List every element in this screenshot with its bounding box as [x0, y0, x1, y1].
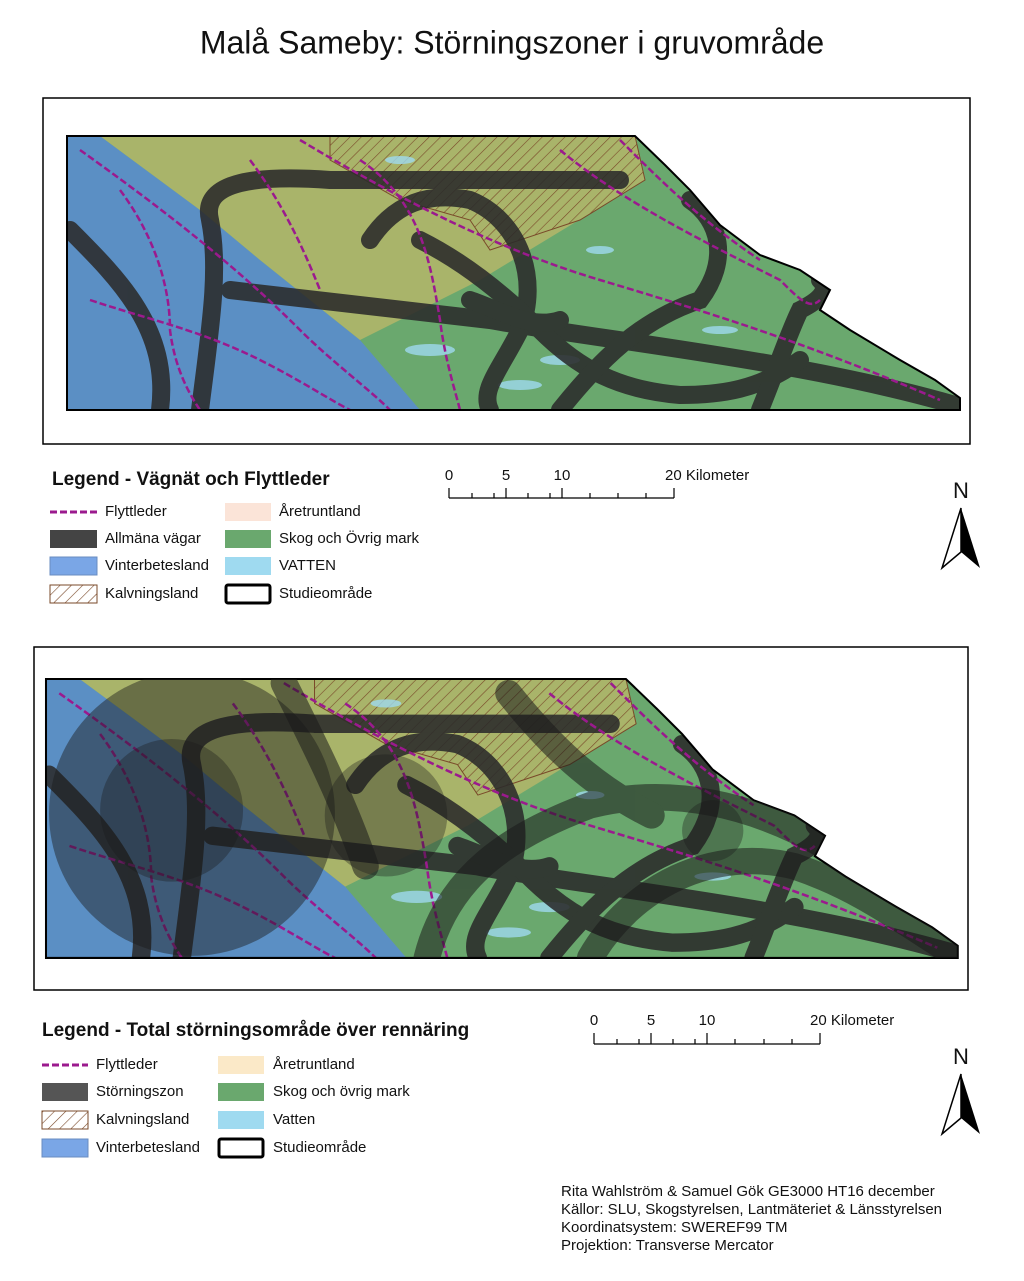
legend-label: VATTEN — [279, 557, 336, 574]
legend-label: Studieområde — [273, 1139, 366, 1156]
legend-label: Åretruntland — [273, 1056, 355, 1073]
legend-title: Legend - Total störningsområde över renn… — [42, 1020, 469, 1041]
legend-label: Flyttleder — [105, 503, 167, 520]
scale-label: 10 — [554, 467, 571, 484]
credit-line: Rita Wahlström & Samuel Gök GE3000 HT16 … — [561, 1183, 935, 1200]
legend-label: Kalvningsland — [96, 1111, 189, 1128]
north-label: N — [953, 478, 969, 503]
north-label: N — [953, 1044, 969, 1069]
legend-label: Vinterbetesland — [105, 557, 209, 574]
credit-line: Källor: SLU, Skogstyrelsen, Lantmäteriet… — [561, 1201, 942, 1218]
legend-label: Flyttleder — [96, 1056, 158, 1073]
scale-label: 10 — [699, 1012, 716, 1029]
legend: Flyttleder Störningszon Kalvningsland Vi… — [41, 1056, 410, 1159]
legend-label: Störningszon — [96, 1083, 184, 1100]
legend-label: Allmäna vägar — [105, 530, 201, 547]
north-arrow — [940, 507, 980, 571]
legend-title: Legend - Vägnät och Flyttleder — [52, 469, 330, 490]
legend-label: Skog och Övrig mark — [279, 529, 420, 547]
legend-label: Vatten — [273, 1111, 315, 1128]
legend-label: Åretruntland — [279, 503, 361, 520]
title: Malå Sameby: Störningszoner i gruvområde — [200, 24, 824, 60]
legend: Flyttleder Allmäna vägar Vinterbetesland… — [49, 503, 420, 605]
scale-label: 5 — [647, 1012, 655, 1029]
north-arrow — [940, 1073, 980, 1137]
scale-bar — [448, 488, 675, 499]
map — [39, 671, 968, 968]
scale-bar — [593, 1033, 821, 1045]
legend-label: Skog och övrig mark — [273, 1083, 410, 1100]
scale-label: 20 Kilometer — [810, 1012, 894, 1029]
credit-line: Koordinatsystem: SWEREF99 TM — [561, 1219, 787, 1236]
scale-label: 0 — [590, 1012, 598, 1029]
scale-label: 0 — [445, 467, 453, 484]
scale-label: 5 — [502, 467, 510, 484]
credit-line: Projektion: Transverse Mercator — [561, 1237, 774, 1254]
scale-label: 20 Kilometer — [665, 467, 749, 484]
legend-label: Vinterbetesland — [96, 1139, 200, 1156]
legend-label: Kalvningsland — [105, 585, 198, 602]
legend-label: Studieområde — [279, 585, 372, 602]
